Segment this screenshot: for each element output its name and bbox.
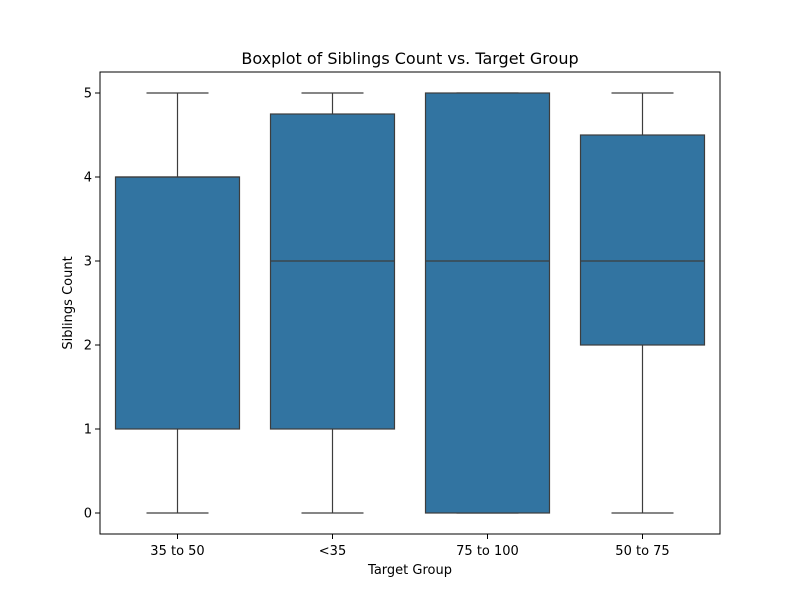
x-tick-label: 50 to 75 xyxy=(615,544,669,559)
box-iqr xyxy=(269,113,396,430)
x-tick-label: 35 to 50 xyxy=(150,544,204,559)
y-tick-label: 1 xyxy=(84,423,92,438)
box-iqr xyxy=(424,92,551,514)
y-tick-label: 5 xyxy=(84,87,92,102)
y-axis-label: Siblings Count xyxy=(61,256,76,349)
box-iqr xyxy=(114,176,241,430)
y-tick-label: 4 xyxy=(84,171,92,186)
y-tick-label: 3 xyxy=(84,255,92,270)
x-axis-label: Target Group xyxy=(367,563,452,578)
box-iqr xyxy=(579,134,706,346)
x-tick-label: 75 to 100 xyxy=(456,544,519,559)
y-tick-label: 2 xyxy=(84,339,92,354)
plot-area: 0 1 2 3 4 5 35 to 50 <35 75 to 100 50 to 75 xyxy=(84,87,706,559)
chart-title: Boxplot of Siblings Count vs. Target Gro… xyxy=(241,49,578,68)
x-tick-label: <35 xyxy=(319,544,346,559)
axes-frame xyxy=(99,71,721,535)
y-tick-label: 0 xyxy=(84,507,92,522)
